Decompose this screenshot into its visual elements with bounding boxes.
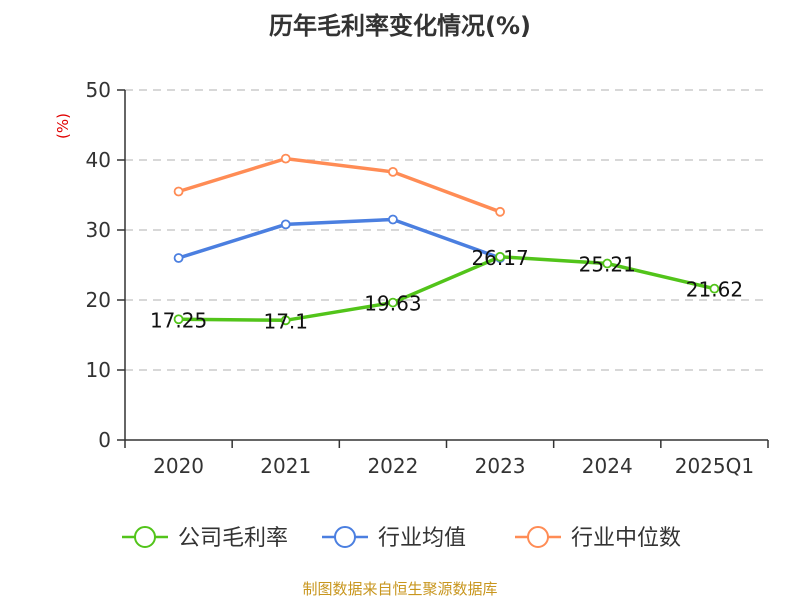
data-point [602, 258, 613, 269]
x-tick-label: 2022 [367, 454, 418, 478]
legend-label: 行业中位数 [571, 526, 681, 551]
x-tick-label: 2025Q1 [675, 454, 754, 478]
legend-label: 公司毛利率 [178, 526, 288, 551]
data-point [173, 253, 184, 263]
y-axis-label: (%) [54, 113, 72, 139]
y-tick-label: 10 [86, 358, 111, 382]
x-tick-label: 2021 [260, 454, 311, 478]
data-point [388, 297, 398, 308]
data-point [173, 314, 184, 325]
data-label: 19.63 [364, 292, 421, 316]
data-point [495, 251, 505, 262]
data-label: 26.17 [471, 246, 528, 270]
data-point [495, 206, 505, 217]
data-point [280, 219, 291, 230]
data-point [388, 214, 398, 225]
y-tick-label: 30 [86, 218, 111, 242]
legend-marker [134, 526, 156, 548]
x-tick-label: 2024 [582, 454, 633, 478]
data-point [709, 283, 720, 294]
y-tick-label: 40 [86, 148, 111, 172]
data-point [280, 315, 291, 326]
series-line [178, 255, 715, 323]
x-tick-label: 2020 [153, 454, 204, 478]
series-line [178, 217, 501, 260]
legend-marker [527, 526, 549, 548]
data-label: 17.1 [263, 309, 308, 333]
y-tick-label: 0 [98, 428, 111, 452]
source-note: 制图数据来自恒生聚源数据库 [302, 580, 498, 598]
legend-label: 行业均值 [378, 526, 466, 551]
legend-marker [334, 526, 356, 548]
data-label: 17.25 [150, 308, 207, 332]
series-line [178, 156, 501, 214]
y-tick-label: 50 [86, 78, 111, 102]
y-tick-label: 20 [86, 288, 111, 312]
data-label: 25.21 [579, 253, 636, 277]
chart-title: 历年毛利率变化情况(%) [269, 12, 531, 40]
data-point [388, 166, 398, 177]
x-tick-label: 2023 [475, 454, 526, 478]
data-label: 21.62 [686, 278, 743, 302]
data-point [280, 153, 291, 164]
data-point [173, 186, 184, 197]
